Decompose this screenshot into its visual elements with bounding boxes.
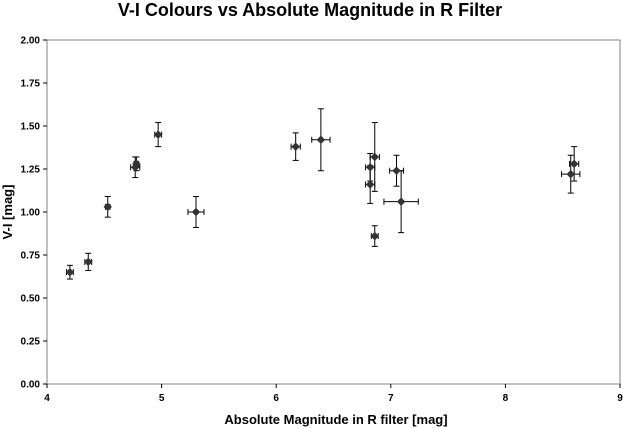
data-point [566,169,576,179]
data-point [153,130,163,139]
plot-border [46,39,621,385]
y-tick-label: 2.00 [21,36,41,47]
y-axis: 0.00 0.25 0.50 0.75 1.00 1.25 1.50 1.75 2.00 [21,36,47,391]
x-tick-label: 8 [503,393,509,404]
y-tick-label: 0.50 [21,294,41,305]
y-tick-label: 1.50 [21,122,41,133]
x-tick-label: 7 [388,393,394,404]
y-tick-label: 0.00 [21,380,41,391]
y-axis-label: V-I [mag] [0,185,15,240]
data-point [132,159,141,169]
data-point [103,202,113,212]
data-point [396,197,406,207]
y-tick-label: 1.75 [21,79,41,90]
data-points [65,130,579,277]
y-tick-label: 0.75 [21,251,41,262]
data-point [370,231,380,241]
x-axis-label: Absolute Magnitude in R filter [mag] [224,412,447,427]
data-point [316,135,326,145]
plot-area [46,39,621,385]
x-tick-label: 5 [159,393,165,404]
data-point [65,267,75,277]
y-tick-label: 0.25 [21,337,41,348]
data-point [569,159,579,169]
error-bars [65,108,581,280]
data-point [365,180,375,189]
data-point [392,166,401,176]
data-point [365,162,375,172]
data-point [291,142,301,151]
x-axis: 4 5 6 7 8 9 [44,384,623,404]
x-tick-label: 4 [44,393,50,404]
data-point [191,207,201,217]
x-tick-label: 6 [273,393,279,404]
chart-title: V-I Colours vs Absolute Magnitude in R F… [118,0,502,20]
data-point [83,257,93,267]
data-point [370,152,380,162]
x-tick-label: 9 [617,393,623,404]
y-tick-label: 1.25 [21,165,41,176]
y-tick-label: 1.00 [21,208,41,219]
